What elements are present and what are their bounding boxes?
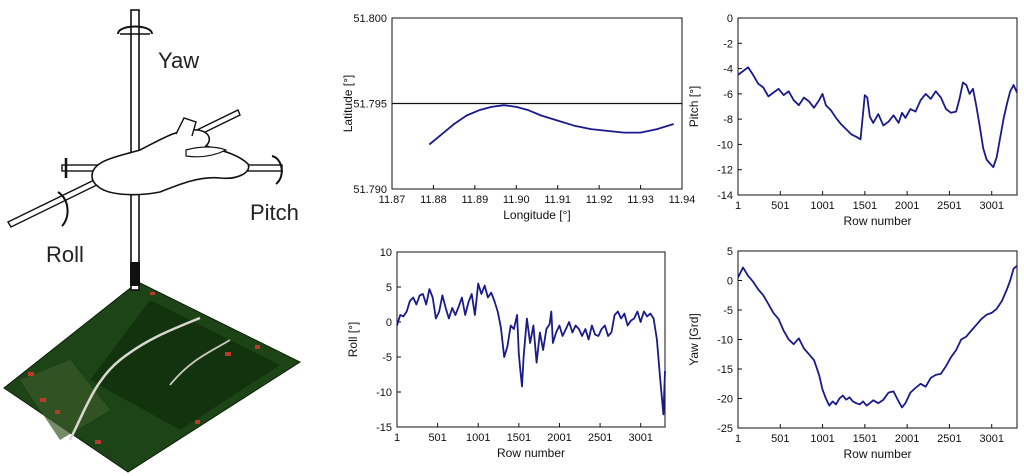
yaw-y-tick-label: -25 [717,423,733,435]
yaw-x-tick-label: 1501 [853,433,877,445]
yaw-x-tick-label: 3001 [979,433,1003,445]
roll-x-tick-label: 1 [394,432,400,444]
pitch-series-line [737,66,1018,169]
aircraft-wing-icon [185,146,228,158]
yaw-plot-frame [737,250,1018,429]
pitch-x-tick-label: 3001 [979,200,1003,212]
roll-y-tick-label: -15 [376,422,392,434]
pitch-y-tick-label: -14 [717,190,733,202]
yaw-y-tick-label: 0 [727,276,733,288]
roll-x-tick-label: 501 [428,432,446,444]
roll-x-tick-label: 2001 [547,432,571,444]
pitch-x-tick-label: 1 [735,200,741,212]
lat_lon-x-tick-label: 11.90 [503,194,530,206]
pitch-y-tick-label: -12 [717,165,733,177]
roll-y-tick-label: 10 [380,247,392,259]
roll-x-axis-label: Row number [497,446,565,460]
yaw-y-tick-label: -15 [717,364,733,376]
lat_lon-x-tick-label: 11.89 [461,194,488,206]
attitude-diagram: Yaw Pitch Roll [3,9,302,473]
pitch-x-axis-label: Row number [843,214,911,228]
pitch-y-tick-label: -2 [723,38,733,50]
lat_lon-x-tick-label: 11.93 [627,194,654,206]
yaw-x-tick-label: 2501 [937,433,961,445]
roll-label: Roll [46,242,84,267]
pitch-x-tick-label: 2501 [937,200,961,212]
lat_lon-series-line [428,104,674,146]
aerial-image-light-patch [20,360,110,440]
pitch-x-tick-label: 501 [771,200,789,212]
pitch-chart: 1 501 1001 1501 2001 2501 3001-14-12-10-8-6-4-… [687,13,1018,228]
yaw-x-tick-label: 1001 [810,433,834,445]
roll-series-line [396,282,666,416]
mast-base-icon [130,262,140,286]
aircraft-tail-icon [175,117,197,137]
yaw-y-tick-label: -5 [723,305,733,317]
yaw-x-axis-label: Row number [843,447,911,461]
lat_lon-x-tick-label: 11.91 [544,194,571,206]
yaw-y-tick-label: -20 [717,394,733,406]
yaw-y-tick-label: -10 [717,335,733,347]
roll-y-tick-label: -10 [376,387,392,399]
lat_lon-x-tick-label: 11.88 [420,194,447,206]
yaw-y-tick-label: 5 [727,246,733,258]
pitch-x-tick-label: 1501 [853,200,877,212]
pitch-y-tick-label: -6 [723,89,733,101]
roll-arrow-icon [57,191,69,227]
pitch-y-tick-label: -4 [723,64,733,76]
pitch-plot-frame [737,17,1018,196]
lat_lon-x-axis-label: Longitude [°] [503,208,571,222]
pitch-y-tick-label: 0 [727,13,733,25]
yaw-x-tick-label: 501 [771,433,789,445]
pitch-label: Pitch [250,200,299,225]
yaw-chart: 1 501 1001 1501 2001 2501 3001-25-20-15-10-505… [687,246,1018,461]
latitude-longitude-chart: 11.87 11.88 11.89 11.90 11.91 11.92 11.93 11.94… [341,13,695,222]
yaw-series-line [737,265,1018,409]
roll-x-tick-label: 3001 [628,432,652,444]
pitch-arrow-icon [271,155,283,185]
roll-x-tick-label: 1001 [466,432,490,444]
lat_lon-x-tick-label: 11.92 [586,194,613,206]
roll-chart: 1 501 1001 1501 2001 2501 3001-15-10-50510Row … [346,247,666,460]
pitch-x-tick-label: 2001 [895,200,919,212]
roll-plot-frame [396,251,666,428]
lat_lon-y-tick-label: 51.800 [353,13,387,25]
roll-y-axis-label: Roll [°] [346,322,360,357]
lat_lon-y-axis-label: Latitude [°] [341,75,355,133]
lat_lon-y-tick-label: 51.790 [353,184,387,196]
yaw-x-tick-label: 1 [735,433,741,445]
roll-x-tick-label: 2501 [588,432,612,444]
roll-y-tick-label: -5 [382,352,392,364]
yaw-x-tick-label: 2001 [895,433,919,445]
lat_lon-y-tick-label: 51.795 [353,99,387,111]
lat_lon-x-tick-label: 11.94 [669,194,696,206]
pitch-y-tick-label: -8 [723,114,733,126]
roll-y-tick-label: 5 [386,282,392,294]
yaw-label: Yaw [158,48,199,73]
yaw-y-axis-label: Yaw [Grd] [687,313,701,365]
roll-x-tick-label: 1501 [507,432,531,444]
pitch-y-tick-label: -10 [717,139,733,151]
lat_lon-x-tick-label: 11.87 [379,194,406,206]
aerial-image-dark-patch [90,300,280,430]
aircraft-icon [91,129,250,196]
yaw-arrow-icon [117,25,153,35]
roll-y-tick-label: 0 [386,317,392,329]
aerial-road-2-icon [169,339,231,386]
aerial-roofs [28,292,260,444]
pitch-x-tick-label: 1001 [810,200,834,212]
pitch-y-axis-label: Pitch [°] [687,86,701,127]
aerial-road-icon [68,316,201,441]
